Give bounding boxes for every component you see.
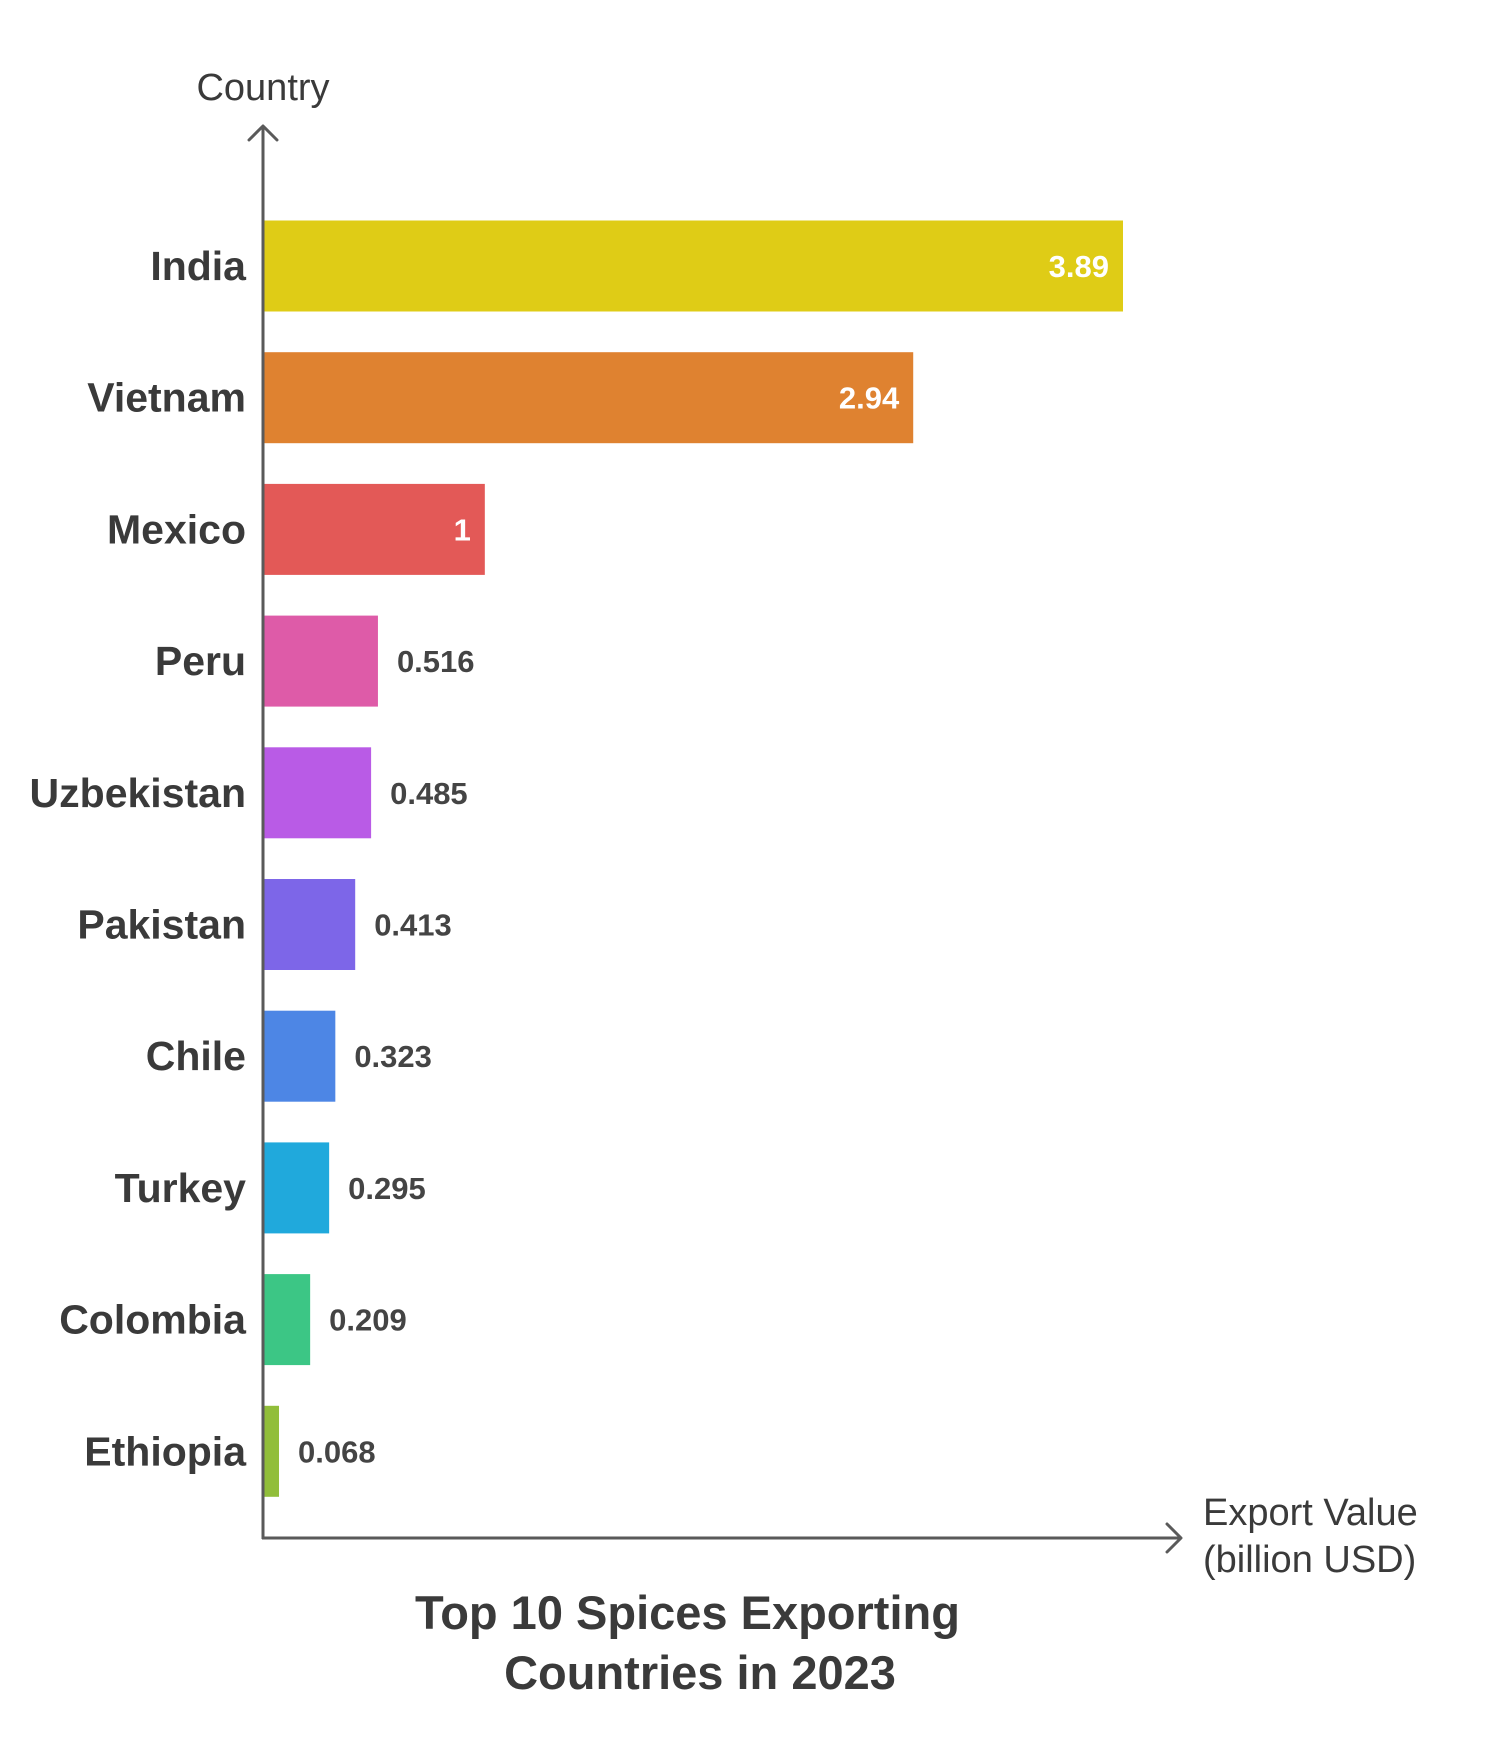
bar-chile bbox=[264, 1010, 336, 1102]
bar-india bbox=[264, 220, 1123, 312]
bar-vietnam bbox=[264, 352, 914, 444]
bar-uzbekistan bbox=[264, 747, 372, 839]
bar-peru bbox=[264, 615, 378, 707]
chart-title-line-1: Top 10 Spices Exporting bbox=[415, 1586, 960, 1639]
axes-group bbox=[247, 124, 1183, 1554]
category-label-colombia: Colombia bbox=[59, 1297, 247, 1343]
value-label-pakistan: 0.413 bbox=[374, 908, 452, 943]
bar-mexico bbox=[264, 483, 485, 575]
y-axis-arrow-icon bbox=[247, 124, 279, 142]
category-label-uzbekistan: Uzbekistan bbox=[30, 770, 246, 816]
bar-colombia bbox=[264, 1274, 311, 1366]
category-label-turkey: Turkey bbox=[115, 1165, 247, 1211]
category-label-india: India bbox=[150, 243, 247, 289]
value-label-colombia: 0.209 bbox=[329, 1303, 407, 1338]
value-label-peru: 0.516 bbox=[397, 644, 475, 679]
category-label-vietnam: Vietnam bbox=[87, 375, 246, 421]
value-label-uzbekistan: 0.485 bbox=[390, 776, 468, 811]
category-label-ethiopia: Ethiopia bbox=[84, 1428, 247, 1474]
category-label-mexico: Mexico bbox=[107, 506, 246, 552]
category-label-peru: Peru bbox=[155, 638, 246, 684]
value-label-mexico: 1 bbox=[454, 512, 471, 547]
chart-title: Top 10 Spices Exporting Countries in 202… bbox=[415, 1586, 973, 1699]
bar-ethiopia bbox=[264, 1405, 280, 1497]
x-axis-title: Export Value (billion USD) bbox=[1203, 1492, 1428, 1581]
value-label-india: 3.89 bbox=[1049, 249, 1109, 284]
bar-turkey bbox=[264, 1142, 330, 1234]
value-label-chile: 0.323 bbox=[354, 1039, 432, 1074]
x-axis-title-line-1: Export Value bbox=[1203, 1492, 1418, 1534]
category-label-chile: Chile bbox=[146, 1033, 246, 1079]
value-label-turkey: 0.295 bbox=[348, 1171, 426, 1206]
bars-group: India 3.89 Vietnam 2.94 Mexico 1 Peru 0.516 Uzbe… bbox=[30, 220, 1123, 1497]
bar-pakistan bbox=[264, 879, 356, 970]
category-label-pakistan: Pakistan bbox=[77, 902, 246, 948]
value-label-ethiopia: 0.068 bbox=[298, 1434, 376, 1469]
x-axis-title-line-2: (billion USD) bbox=[1203, 1539, 1416, 1581]
x-axis-arrow-icon bbox=[1165, 1522, 1183, 1554]
chart-title-line-2: Countries in 2023 bbox=[504, 1646, 896, 1699]
y-axis-title: Country bbox=[196, 67, 329, 109]
value-label-vietnam: 2.94 bbox=[839, 381, 900, 416]
